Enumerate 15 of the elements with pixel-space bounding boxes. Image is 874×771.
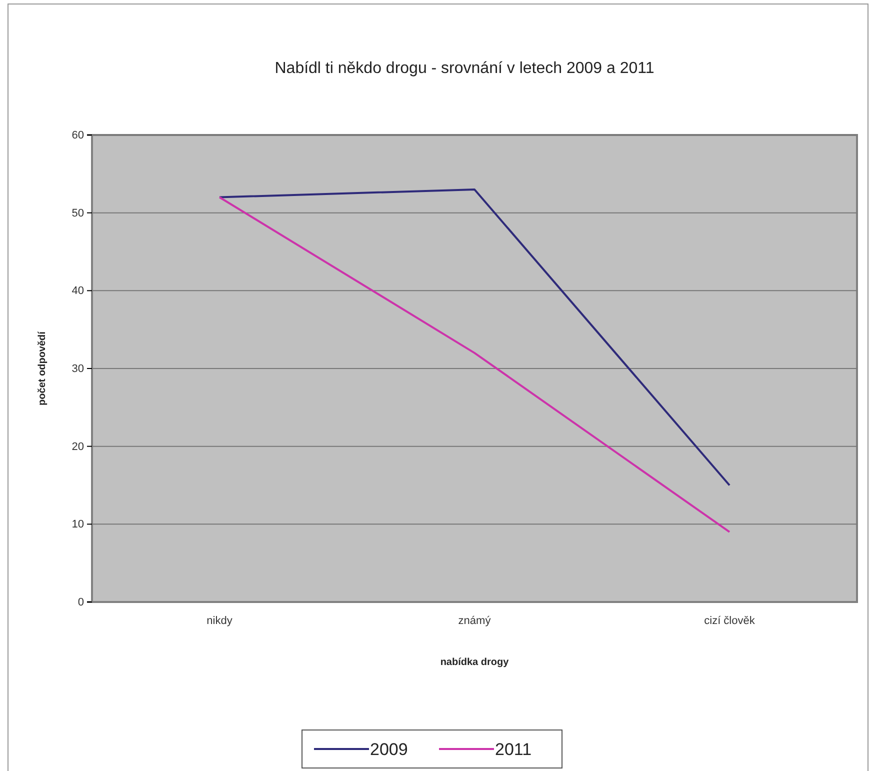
legend-label: 2009: [370, 740, 408, 759]
chart-title: Nabídl ti někdo drogu - srovnání v letech 2009 a 2011: [274, 60, 654, 77]
legend-label: 2011: [495, 740, 532, 759]
y-tick-label: 20: [72, 440, 84, 453]
x-axis-title: nabídka drogy: [440, 657, 510, 668]
y-tick-label: 30: [72, 363, 84, 376]
y-tick-label: 40: [72, 285, 84, 298]
y-tick-label: 50: [72, 207, 84, 220]
y-axis-title: počet odpovědí: [37, 330, 48, 406]
x-tick-label: cizí člověk: [704, 614, 756, 627]
x-tick-label: známý: [458, 614, 492, 627]
y-tick-label: 0: [78, 596, 84, 609]
y-tick-label: 10: [72, 518, 84, 531]
y-tick-label: 60: [72, 130, 84, 142]
x-tick-label: nikdy: [206, 614, 233, 627]
